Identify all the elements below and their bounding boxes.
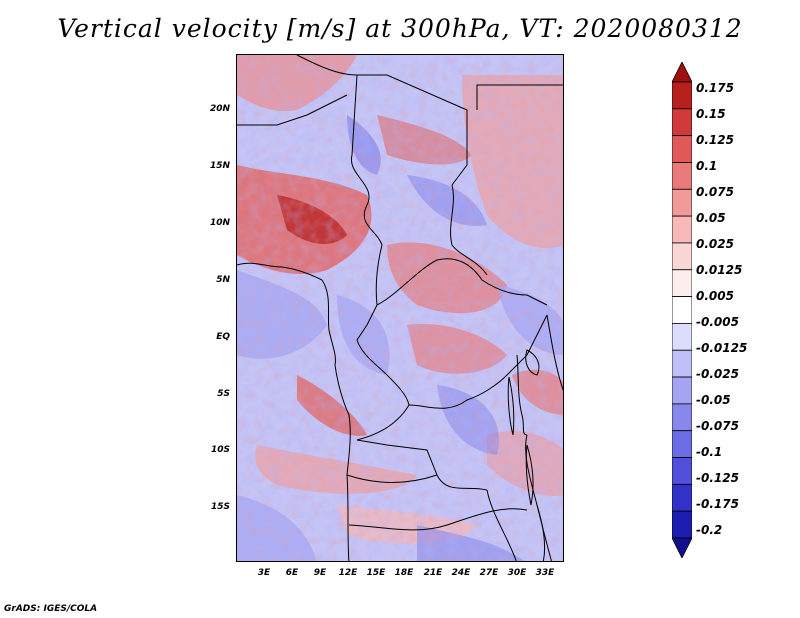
lon-label-33e: 33E bbox=[535, 568, 555, 578]
colorbar-segment bbox=[672, 510, 692, 539]
colorbar-label: 0.05 bbox=[696, 211, 726, 225]
colorbar-label: 0.175 bbox=[696, 81, 734, 95]
colorbar-label: 0.025 bbox=[696, 237, 734, 251]
colorbar-label: 0.0125 bbox=[696, 263, 743, 277]
colorbar-segment bbox=[672, 296, 692, 324]
colorbar-label: -0.0125 bbox=[696, 341, 748, 355]
colorbar-label: 0.1 bbox=[696, 159, 718, 173]
lon-label-15e: 15E bbox=[366, 568, 386, 578]
coastlines-and-borders bbox=[237, 55, 563, 561]
lat-label-5n: 5N bbox=[216, 275, 230, 285]
map-title: Vertical velocity [m/s] at 300hPa, VT: 2… bbox=[57, 14, 743, 43]
colorbar-segment bbox=[672, 269, 692, 297]
lat-label-eq: EQ bbox=[216, 332, 230, 342]
field-texture-red bbox=[237, 55, 563, 561]
lon-label-6e: 6E bbox=[285, 568, 299, 578]
colorbar-segment bbox=[672, 62, 692, 83]
colorbar-segment bbox=[672, 323, 692, 351]
lon-label-9e: 9E bbox=[313, 568, 327, 578]
lat-label-15s: 15S bbox=[210, 502, 230, 512]
colorbar bbox=[672, 62, 692, 558]
lon-label-3e: 3E bbox=[257, 568, 271, 578]
colorbar-label: -0.125 bbox=[696, 471, 739, 485]
colorbar-label: 0.005 bbox=[696, 289, 734, 303]
colorbar-segment bbox=[672, 537, 692, 558]
vertical-velocity-field bbox=[237, 55, 563, 561]
colorbar-segment bbox=[672, 349, 692, 378]
lat-label-10n: 10N bbox=[209, 218, 230, 228]
colorbar-label: -0.05 bbox=[696, 393, 731, 407]
map-plot-area bbox=[236, 54, 564, 562]
colorbar-segment bbox=[672, 215, 692, 244]
colorbar-segment bbox=[672, 430, 692, 458]
colorbar-label: -0.075 bbox=[696, 419, 739, 433]
colorbar-segment bbox=[672, 162, 692, 190]
lat-label-15n: 15N bbox=[209, 161, 230, 171]
colorbar-segment bbox=[672, 81, 692, 110]
colorbar-segment bbox=[672, 135, 692, 163]
colorbar-segment bbox=[672, 108, 692, 137]
lon-label-12e: 12E bbox=[338, 568, 358, 578]
lat-label-10s: 10S bbox=[210, 445, 230, 455]
colorbar-segment bbox=[672, 242, 692, 271]
colorbar-segment bbox=[672, 403, 692, 432]
lon-label-30e: 30E bbox=[507, 568, 527, 578]
colorbar-segment bbox=[672, 376, 692, 405]
colorbar-segment bbox=[672, 188, 692, 217]
colorbar-label: -0.1 bbox=[696, 445, 723, 459]
colorbar-segment bbox=[672, 483, 692, 512]
colorbar-label: -0.005 bbox=[696, 315, 739, 329]
lat-label-5s: 5S bbox=[217, 389, 230, 399]
lon-label-18e: 18E bbox=[394, 568, 414, 578]
colorbar-label: 0.15 bbox=[696, 107, 726, 121]
lat-label-20n: 20N bbox=[209, 104, 230, 114]
grads-credit: GrADS: IGES/COLA bbox=[4, 604, 98, 614]
colorbar-label: -0.175 bbox=[696, 497, 739, 511]
colorbar-segment bbox=[672, 457, 692, 485]
lon-label-27e: 27E bbox=[479, 568, 499, 578]
lon-label-21e: 21E bbox=[423, 568, 443, 578]
colorbar-label: 0.075 bbox=[696, 185, 734, 199]
colorbar-label: -0.2 bbox=[696, 523, 723, 537]
lon-label-24e: 24E bbox=[451, 568, 471, 578]
colorbar-label: 0.125 bbox=[696, 133, 734, 147]
colorbar-label: -0.025 bbox=[696, 367, 739, 381]
